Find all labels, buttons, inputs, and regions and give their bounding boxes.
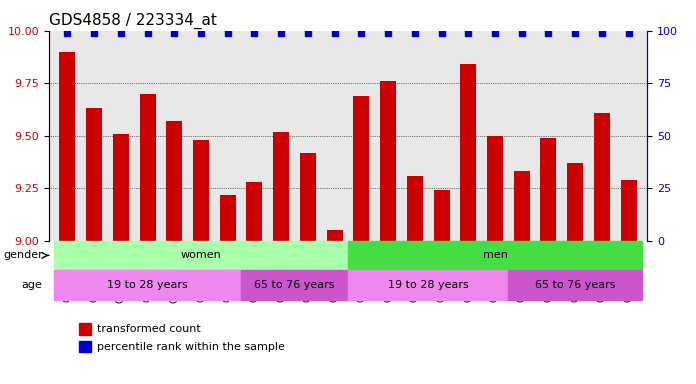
Bar [140, 94, 156, 241]
Bar [300, 152, 316, 241]
Text: men: men [482, 250, 507, 260]
Point [409, 30, 420, 36]
Point [249, 30, 260, 36]
Bar [567, 163, 583, 241]
Text: gender: gender [3, 250, 42, 260]
Bar [434, 190, 450, 241]
Point [142, 30, 153, 36]
Point [623, 30, 634, 36]
Text: GDS4858 / 223334_at: GDS4858 / 223334_at [49, 13, 216, 29]
Point [88, 30, 100, 36]
Bar [166, 121, 182, 241]
Bar [54, 270, 241, 300]
Bar [79, 341, 90, 353]
Bar [514, 171, 530, 241]
Bar [326, 230, 342, 241]
Bar [380, 81, 396, 241]
Bar [274, 132, 290, 241]
Text: 19 to 28 years: 19 to 28 years [388, 280, 468, 290]
Bar [460, 65, 476, 241]
Bar [54, 241, 348, 270]
Point [436, 30, 447, 36]
Bar [246, 182, 262, 241]
Bar [348, 270, 508, 300]
Point [62, 30, 73, 36]
Bar [621, 180, 637, 241]
Text: 19 to 28 years: 19 to 28 years [107, 280, 188, 290]
Bar [540, 138, 556, 241]
Bar [220, 195, 236, 241]
Point [596, 30, 608, 36]
Bar [59, 52, 75, 241]
Text: transformed count: transformed count [97, 324, 200, 334]
Bar [354, 96, 370, 241]
Bar [86, 108, 102, 241]
Bar [508, 270, 642, 300]
Point [329, 30, 340, 36]
Bar [406, 175, 423, 241]
Point [196, 30, 207, 36]
Text: percentile rank within the sample: percentile rank within the sample [97, 341, 285, 352]
Bar [487, 136, 503, 241]
Point [356, 30, 367, 36]
Point [383, 30, 394, 36]
Text: age: age [22, 280, 42, 290]
Point [168, 30, 180, 36]
Point [489, 30, 500, 36]
Bar [193, 140, 209, 241]
Bar [594, 113, 610, 241]
Point [569, 30, 580, 36]
Point [516, 30, 528, 36]
Point [302, 30, 313, 36]
Point [116, 30, 127, 36]
Point [463, 30, 474, 36]
Text: women: women [181, 250, 221, 260]
Bar [113, 134, 129, 241]
Bar [241, 270, 348, 300]
Bar [348, 241, 642, 270]
Point [276, 30, 287, 36]
Text: 65 to 76 years: 65 to 76 years [254, 280, 335, 290]
Point [222, 30, 233, 36]
Point [543, 30, 554, 36]
Bar [79, 323, 90, 335]
Text: 65 to 76 years: 65 to 76 years [535, 280, 615, 290]
